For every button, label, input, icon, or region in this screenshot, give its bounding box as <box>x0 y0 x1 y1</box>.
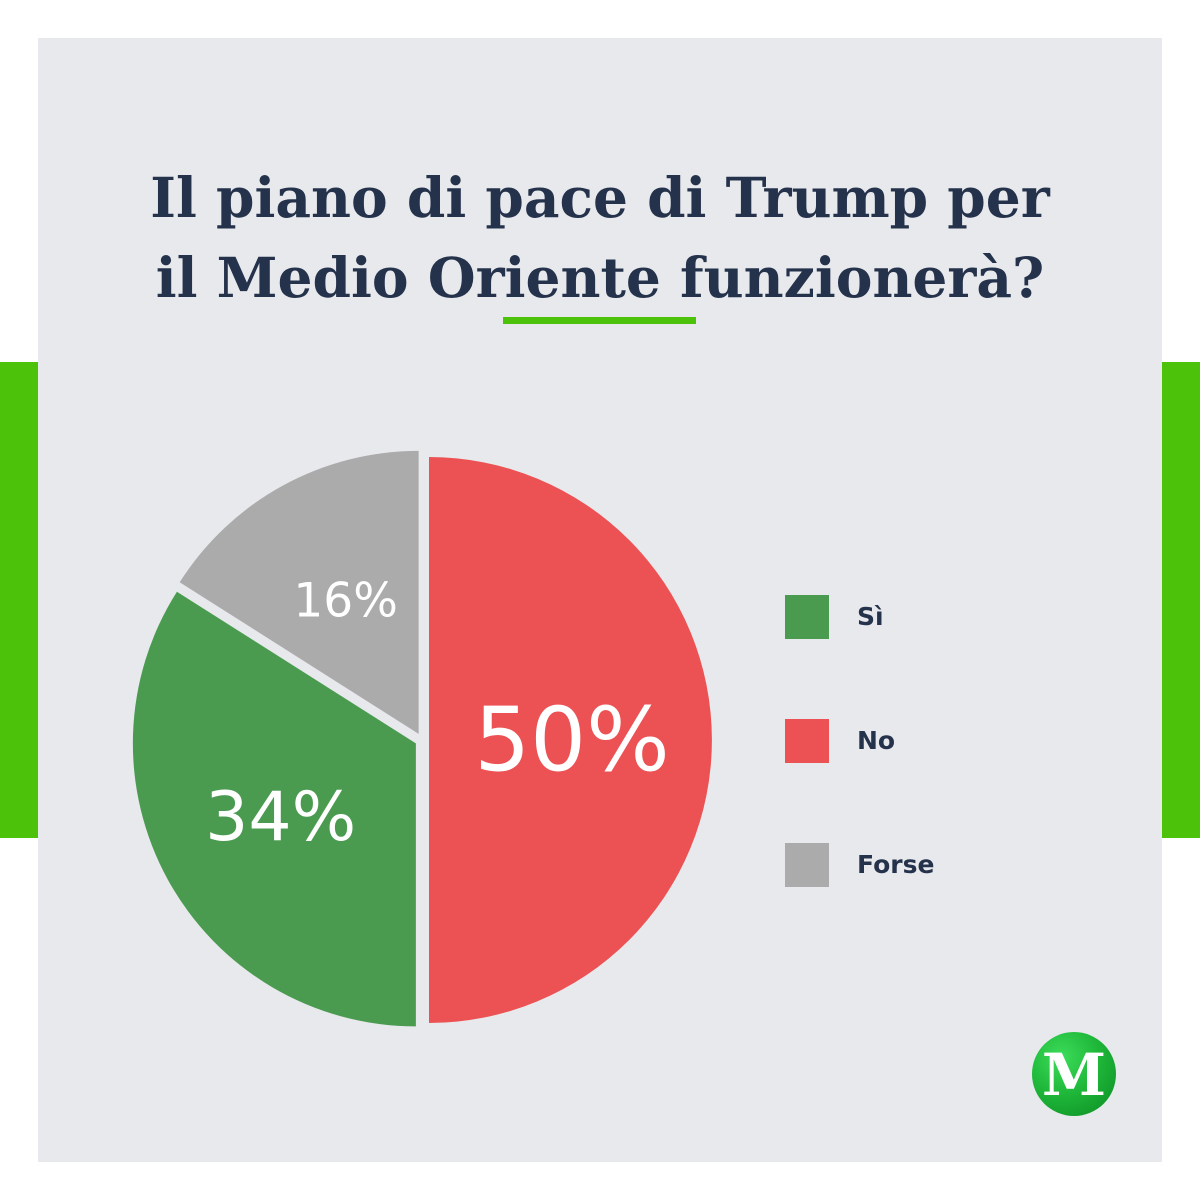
pie-chart: 50% 34% 16% <box>132 450 712 1027</box>
title-line-2: il Medio Oriente funzionerà? <box>155 245 1045 310</box>
pie-slice-forse <box>179 450 419 734</box>
legend-label-forse: Forse <box>857 850 935 879</box>
logo-letter: M <box>1041 1041 1107 1109</box>
legend-label-si: Sì <box>857 602 884 631</box>
pie-label-no: 50% <box>474 689 670 792</box>
brand-m-logo-icon: M <box>1032 1032 1116 1116</box>
title-underline <box>503 317 696 324</box>
legend-label-no: No <box>857 726 896 755</box>
legend-swatch-forse <box>785 843 829 887</box>
poll-card: Il piano di pace di Trump per il Medio O… <box>38 38 1162 1162</box>
pie-label-forse: 16% <box>293 574 397 629</box>
pie-label-si: 34% <box>205 778 356 857</box>
legend-swatch-no <box>785 719 829 763</box>
pie-slice-si <box>132 591 416 1027</box>
right-accent-bar <box>1162 362 1200 838</box>
chart-title: Il piano di pace di Trump per il Medio O… <box>38 158 1162 318</box>
legend-swatch-si <box>785 595 829 639</box>
title-line-1: Il piano di pace di Trump per <box>150 165 1050 230</box>
left-accent-bar <box>0 362 38 838</box>
pie-slice-no <box>429 457 712 1023</box>
